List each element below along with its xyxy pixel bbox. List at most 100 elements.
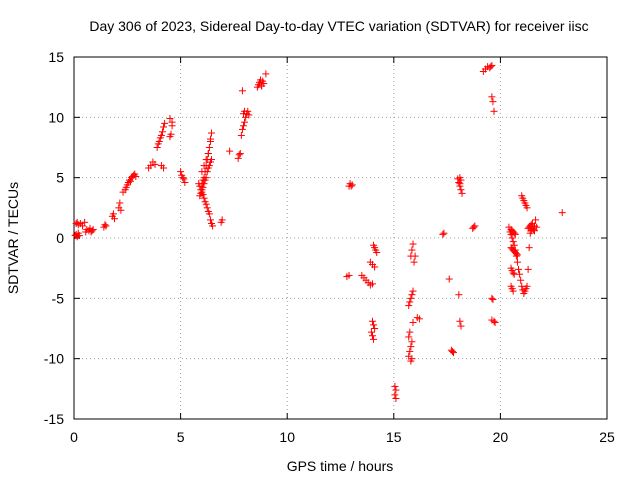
data-point: [368, 317, 376, 325]
data-point: [371, 263, 379, 271]
data-point: [456, 174, 464, 182]
data-point: [158, 128, 166, 136]
data-point: [487, 63, 495, 71]
data-point: [208, 129, 216, 137]
data-point: [509, 287, 517, 295]
data-point: [455, 291, 463, 299]
data-point: [88, 227, 96, 235]
data-point: [179, 174, 187, 182]
data-point: [408, 355, 416, 363]
axis-ticks: 0 5 10 15 20 25 -15 -10 -5 0 5 10 15: [44, 49, 615, 445]
data-point: [237, 131, 245, 139]
data-point: [75, 232, 83, 240]
data-point: [406, 347, 414, 355]
data-point: [238, 125, 246, 133]
data-point: [371, 325, 379, 332]
data-point: [406, 298, 414, 306]
data-point: [532, 216, 540, 224]
data-point: [533, 223, 541, 231]
data-point: [235, 151, 243, 159]
data-point: [405, 333, 413, 341]
data-point: [81, 218, 89, 226]
data-point: [239, 122, 247, 130]
data-point: [153, 144, 161, 151]
data-point: [509, 269, 517, 277]
y-tick-label: 5: [56, 170, 64, 186]
data-point: [218, 216, 226, 224]
data-point: [200, 194, 208, 202]
data-point: [517, 276, 525, 284]
y-tick-label: -5: [52, 290, 65, 306]
data-point: [155, 137, 163, 145]
x-tick-label: 15: [386, 429, 402, 445]
data-point: [168, 118, 176, 126]
data-point: [408, 338, 416, 346]
data-point: [513, 258, 521, 266]
data-point: [241, 118, 249, 126]
data-point: [511, 230, 519, 238]
y-tick-label: -10: [44, 351, 64, 367]
data-point: [523, 204, 531, 212]
data-point: [206, 216, 214, 224]
data-point: [488, 93, 496, 101]
data-point: [411, 252, 419, 260]
data-point: [102, 222, 110, 230]
data-point: [116, 199, 124, 207]
data-point: [409, 318, 417, 326]
data-point: [490, 107, 498, 115]
data-point: [199, 183, 207, 191]
data-point: [373, 248, 381, 256]
x-tick-label: 20: [493, 429, 509, 445]
data-point: [408, 246, 416, 254]
data-point: [209, 222, 217, 230]
data-point: [109, 210, 117, 218]
y-axis-title: SDTVAR / TECUs: [5, 182, 21, 294]
data-point: [258, 82, 266, 90]
data-point: [512, 250, 520, 258]
y-tick-label: 0: [56, 230, 64, 246]
data-point: [445, 275, 453, 283]
data-point: [180, 175, 188, 183]
x-tick-label: 10: [279, 429, 295, 445]
data-point: [392, 394, 400, 402]
data-point: [368, 332, 376, 340]
data-point: [160, 123, 168, 131]
data-points: [71, 61, 566, 402]
data-point: [370, 321, 378, 329]
data-point: [406, 328, 414, 336]
data-point: [439, 230, 447, 238]
data-point: [205, 144, 213, 151]
data-point: [89, 226, 97, 234]
data-point: [440, 229, 448, 237]
data-point: [407, 343, 415, 351]
data-point: [510, 229, 518, 237]
data-point: [147, 162, 155, 170]
data-point: [368, 280, 376, 288]
data-point: [409, 287, 417, 295]
data-point: [200, 162, 208, 170]
data-point: [367, 328, 375, 336]
data-point: [488, 294, 496, 302]
data-point: [525, 244, 533, 252]
chart-title: Day 306 of 2023, Sidereal Day-to-day VTE…: [89, 18, 588, 34]
data-point: [457, 186, 465, 194]
data-point: [527, 221, 535, 229]
data-point: [488, 61, 496, 69]
data-point: [456, 317, 464, 325]
data-point: [181, 178, 189, 186]
data-point: [166, 115, 174, 123]
data-point: [203, 204, 211, 212]
data-point: [407, 294, 415, 302]
data-point: [510, 270, 518, 278]
data-point: [458, 189, 466, 197]
data-point: [524, 265, 532, 273]
data-point: [234, 154, 242, 162]
data-point: [491, 318, 499, 326]
data-point: [200, 174, 208, 182]
data-point: [236, 150, 244, 158]
data-point: [405, 302, 413, 310]
data-point: [408, 291, 416, 299]
data-point: [167, 130, 175, 138]
data-point: [490, 317, 498, 325]
data-point: [470, 223, 478, 231]
